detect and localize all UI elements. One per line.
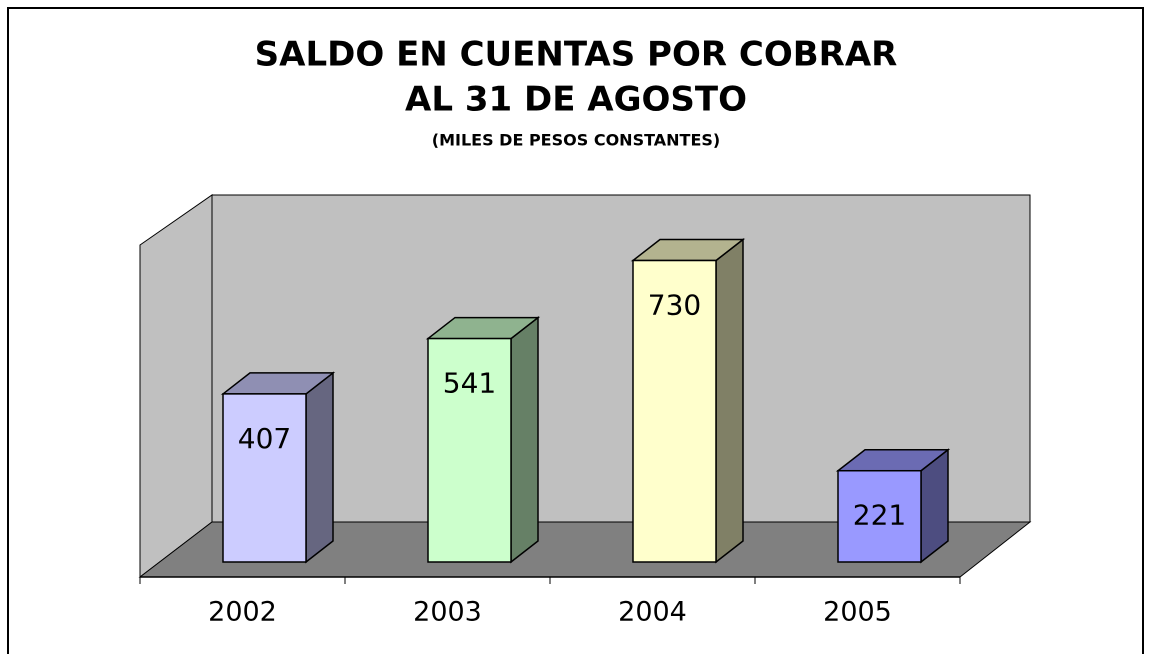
x-tick-label: 2004 bbox=[618, 597, 687, 628]
bar bbox=[632, 259, 717, 563]
bar-side bbox=[510, 316, 539, 564]
chart-frame bbox=[7, 7, 1144, 654]
bar bbox=[427, 337, 512, 563]
bar-side bbox=[305, 371, 334, 564]
side-wall bbox=[139, 194, 213, 579]
bar bbox=[837, 469, 922, 563]
x-tick-label: 2002 bbox=[208, 597, 277, 628]
value-label: 541 bbox=[443, 367, 496, 400]
bar-side bbox=[715, 237, 744, 564]
chart-subtitle: (MILES DE PESOS CONSTANTES) bbox=[432, 131, 720, 150]
chart-title: SALDO EN CUENTAS POR COBRAR bbox=[255, 35, 898, 75]
x-tick-label: 2003 bbox=[413, 597, 482, 628]
value-label: 407 bbox=[238, 422, 291, 455]
chart-title: AL 31 DE AGOSTO bbox=[405, 80, 747, 120]
value-label: 730 bbox=[648, 289, 701, 322]
value-label: 221 bbox=[853, 499, 906, 532]
bar bbox=[222, 393, 307, 563]
x-tick-label: 2005 bbox=[823, 597, 892, 628]
